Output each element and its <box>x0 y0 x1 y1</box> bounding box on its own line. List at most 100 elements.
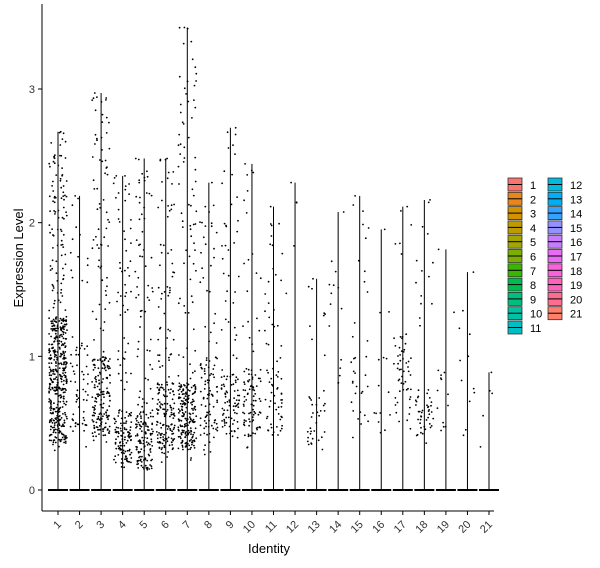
expression-point <box>63 323 66 326</box>
expression-point <box>155 431 158 433</box>
expression-point <box>119 314 122 316</box>
expression-point <box>190 438 193 441</box>
expression-point <box>238 399 240 402</box>
expression-point <box>406 205 409 208</box>
expression-point <box>163 444 166 447</box>
expression-point <box>216 390 219 393</box>
expression-point <box>224 318 227 321</box>
expression-point <box>52 443 54 446</box>
expression-point <box>266 369 268 372</box>
expression-point <box>429 426 432 429</box>
expression-point <box>92 439 95 442</box>
expression-point <box>60 239 63 242</box>
legend-label-5: 5 <box>530 237 536 249</box>
expression-point <box>182 448 184 451</box>
expression-point <box>147 378 150 381</box>
expression-point <box>86 383 89 385</box>
expression-point <box>247 380 250 383</box>
expression-point <box>188 394 190 397</box>
expression-point <box>64 375 67 377</box>
expression-point <box>109 382 111 384</box>
expression-point <box>105 294 108 297</box>
expression-point <box>157 306 160 308</box>
expression-point <box>246 446 249 448</box>
expression-point <box>97 359 99 362</box>
expression-point <box>212 204 215 207</box>
expression-point <box>254 393 257 395</box>
expression-point <box>64 440 67 443</box>
expression-point <box>140 417 143 420</box>
expression-point <box>118 409 121 411</box>
expression-point <box>87 394 89 396</box>
expression-point <box>64 387 66 390</box>
expression-point <box>65 435 67 437</box>
expression-point <box>115 431 118 434</box>
expression-point <box>96 139 98 142</box>
expression-point <box>264 293 267 295</box>
expression-point <box>49 388 52 391</box>
expression-point <box>167 294 170 297</box>
expression-point <box>137 463 140 465</box>
expression-point <box>202 397 205 400</box>
expression-point <box>166 440 169 443</box>
expression-point <box>123 444 126 447</box>
expression-point <box>192 223 195 226</box>
expression-point <box>60 425 63 428</box>
expression-point <box>246 290 249 293</box>
expression-point <box>105 227 108 230</box>
expression-point <box>55 329 58 332</box>
expression-point <box>69 251 72 254</box>
legend-label-10: 10 <box>530 309 542 321</box>
expression-point <box>228 425 231 428</box>
expression-point <box>355 385 358 388</box>
expression-point <box>254 432 257 435</box>
expression-point <box>203 427 206 430</box>
expression-point <box>334 270 337 273</box>
expression-point <box>62 350 65 353</box>
expression-point <box>248 418 251 420</box>
expression-point <box>127 266 129 269</box>
expression-point <box>254 399 257 402</box>
expression-point <box>100 423 103 426</box>
expression-point <box>121 442 124 445</box>
legend-label-7: 7 <box>530 266 536 278</box>
expression-point <box>203 420 206 422</box>
expression-point <box>63 368 65 371</box>
expression-point <box>62 132 65 135</box>
expression-point <box>156 413 159 415</box>
expression-point <box>170 423 173 426</box>
expression-point <box>207 393 209 396</box>
expression-point <box>140 415 142 418</box>
expression-point <box>208 387 211 389</box>
expression-point <box>164 158 167 161</box>
expression-point <box>143 436 146 439</box>
expression-point <box>93 92 96 94</box>
expression-point <box>417 389 420 392</box>
expression-point <box>65 363 67 366</box>
expression-point <box>252 404 255 407</box>
expression-point <box>130 451 133 454</box>
expression-point <box>135 445 138 448</box>
expression-point <box>399 242 401 245</box>
expression-point <box>121 440 124 443</box>
expression-point <box>402 370 405 373</box>
expression-point <box>207 366 210 369</box>
expression-point <box>310 416 313 418</box>
expression-point <box>64 345 67 348</box>
expression-point <box>194 168 197 171</box>
expression-point <box>227 321 230 323</box>
expression-point <box>316 411 319 414</box>
expression-point <box>170 388 172 391</box>
expression-point <box>190 457 193 459</box>
expression-point <box>184 432 187 435</box>
expression-point <box>245 367 248 370</box>
expression-point <box>210 225 213 228</box>
expression-point <box>109 367 111 370</box>
expression-point <box>310 399 313 401</box>
expression-point <box>208 403 211 406</box>
expression-point <box>124 416 126 419</box>
expression-point <box>186 384 189 387</box>
expression-point <box>351 335 354 338</box>
expression-point <box>181 444 184 447</box>
expression-point <box>136 286 139 288</box>
